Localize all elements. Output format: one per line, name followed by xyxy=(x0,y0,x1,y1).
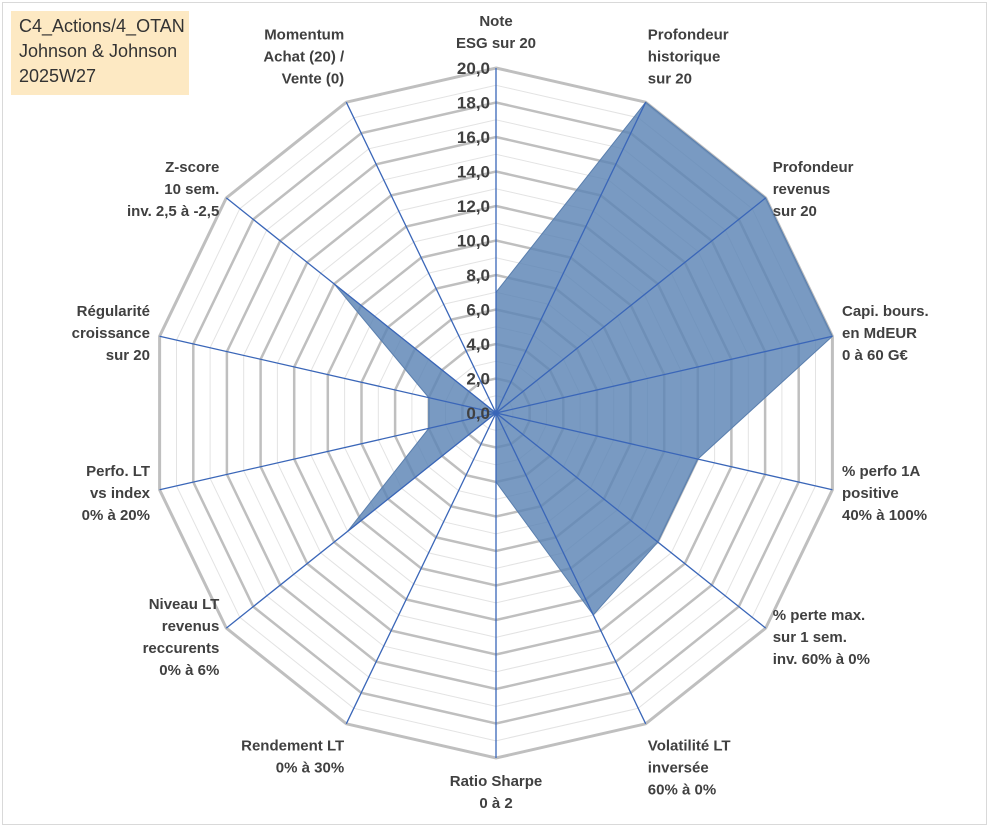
axis-label: Volatilité LT inversée 60% à 0% xyxy=(648,737,731,798)
axis-label: Rendement LT 0% à 30% xyxy=(241,737,344,776)
axis-label: Perfo. LT vs index 0% à 20% xyxy=(82,463,151,524)
axis-label-line: ESG sur 20 xyxy=(456,35,536,52)
axis-label-line: Ratio Sharpe xyxy=(450,773,543,790)
radar-chart: 0,02,04,06,08,010,012,014,016,018,020,0 … xyxy=(72,13,929,812)
axis-label-line: Capi. bours. xyxy=(842,303,929,320)
axis-label-line: Perfo. LT xyxy=(86,463,150,480)
axis-label: % perfo 1A positive 40% à 100% xyxy=(842,463,927,524)
axis-label-line: Niveau LT xyxy=(149,596,220,613)
axis-label-line: % perte max. xyxy=(773,607,866,624)
axis-label-line: 10 sem. xyxy=(164,181,219,198)
tick-label: 20,0 xyxy=(457,59,490,78)
axis-label-line: croissance xyxy=(72,325,150,342)
tick-label: 8,0 xyxy=(466,266,490,285)
axis-label-line: 60% à 0% xyxy=(648,781,716,798)
axis-label-line: 0% à 20% xyxy=(82,507,150,524)
axis-spoke xyxy=(225,412,497,629)
axis-label-line: 0% à 30% xyxy=(276,759,344,776)
axis-label-line: Achat (20) / xyxy=(263,49,345,66)
axis-category-labels: Note ESG sur 20 Profondeur historique sur 20… xyxy=(72,13,929,812)
axis-label-line: 0 à 60 G€ xyxy=(842,347,909,364)
axis-label-line: revenus xyxy=(773,181,831,198)
axis-label-line: inversée xyxy=(648,759,709,776)
axis-label-line: en MdEUR xyxy=(842,325,917,342)
axis-label-line: Rendement LT xyxy=(241,737,344,754)
tick-label: 6,0 xyxy=(466,301,490,320)
axis-label-line: revenus xyxy=(162,618,220,635)
axis-label-line: 40% à 100% xyxy=(842,507,927,524)
axis-label: Ratio Sharpe 0 à 2 xyxy=(450,773,543,812)
title-line-company: Johnson & Johnson xyxy=(19,41,178,61)
axis-label: Profondeur revenus sur 20 xyxy=(773,159,854,220)
axis-label: Niveau LT revenus reccurents 0% à 6% xyxy=(143,596,220,679)
axis-label: Régularité croissance sur 20 xyxy=(72,303,150,364)
axis-label-line: sur 1 sem. xyxy=(773,629,847,646)
axis-label-line: Momentum xyxy=(264,27,344,44)
axis-spoke xyxy=(495,335,833,414)
data-series xyxy=(333,101,834,616)
axis-label: Capi. bours. en MdEUR 0 à 60 G€ xyxy=(842,303,929,364)
axis-label: % perte max. sur 1 sem. inv. 60% à 0% xyxy=(773,607,870,668)
axis-label-line: sur 20 xyxy=(648,71,692,88)
axis-label-line: sur 20 xyxy=(106,347,150,364)
axis-spoke xyxy=(495,412,767,629)
tick-label: 2,0 xyxy=(466,370,490,389)
axis-spoke xyxy=(495,412,833,491)
tick-label: 0,0 xyxy=(466,404,490,423)
axis-label-line: Régularité xyxy=(77,303,150,320)
axis-spoke xyxy=(495,101,647,414)
data-series-area xyxy=(333,101,834,616)
title-line-portfolio: C4_Actions/4_OTAN xyxy=(19,16,185,36)
axis-spoke xyxy=(345,101,497,414)
axis-label-line: Z-score xyxy=(165,159,219,176)
axis-label-line: vs index xyxy=(90,485,151,502)
axis-spoke xyxy=(159,412,497,491)
axis-spoke xyxy=(495,412,647,725)
axis-label-line: inv. 2,5 à -2,5 xyxy=(127,203,219,220)
axis-spoke xyxy=(159,335,497,414)
axis-label-line: Profondeur xyxy=(648,27,729,44)
tick-label: 4,0 xyxy=(466,335,490,354)
axis-spoke xyxy=(225,197,497,414)
axis-label: Z-score 10 sem. inv. 2,5 à -2,5 xyxy=(127,159,219,220)
axis-label-line: Profondeur xyxy=(773,159,854,176)
chart-title-box: C4_Actions/4_OTAN Johnson & Johnson 2025… xyxy=(11,11,189,95)
tick-label: 10,0 xyxy=(457,232,490,251)
axis-spoke xyxy=(345,412,497,725)
radial-tick-labels: 0,0 2,0 4,0 6,0 8,0 10,0 12,0 14,0 16,0 18,0 20,0 xyxy=(457,59,490,423)
axis-label-line: % perfo 1A xyxy=(842,463,921,480)
axis-spoke xyxy=(495,197,767,414)
tick-label: 12,0 xyxy=(457,197,490,216)
axis-label-line: 0 à 2 xyxy=(479,795,512,812)
axis-label-line: Vente (0) xyxy=(282,71,345,88)
axis-label: Profondeur historique sur 20 xyxy=(648,27,729,88)
axis-label: Note ESG sur 20 xyxy=(456,13,536,52)
tick-label: 14,0 xyxy=(457,163,490,182)
axis-spokes xyxy=(159,68,833,758)
axis-label-line: 0% à 6% xyxy=(159,662,219,679)
tick-label: 16,0 xyxy=(457,128,490,147)
tick-label: 18,0 xyxy=(457,94,490,113)
axis-label-line: inv. 60% à 0% xyxy=(773,651,870,668)
axis-label-line: positive xyxy=(842,485,899,502)
title-line-week: 2025W27 xyxy=(19,66,97,86)
axis-label-line: historique xyxy=(648,49,721,66)
axis-label: Momentum Achat (20) / Vente (0) xyxy=(263,27,345,88)
axis-label-line: Volatilité LT xyxy=(648,737,731,754)
axis-label-line: reccurents xyxy=(143,640,220,657)
axis-label-line: Note xyxy=(479,13,512,30)
axis-label-line: sur 20 xyxy=(773,203,817,220)
